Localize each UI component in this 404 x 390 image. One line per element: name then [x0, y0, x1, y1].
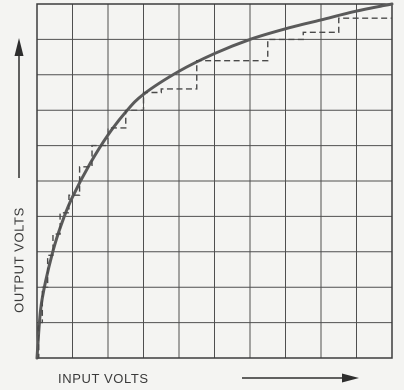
plot-frame: [36, 3, 393, 359]
series-stepped-dashed: [37, 17, 392, 359]
x-axis-label: INPUT VOLTS: [58, 371, 149, 386]
chart-grid: [37, 4, 392, 358]
y-axis-arrow-head: [14, 38, 24, 56]
axis-arrows: [14, 38, 359, 383]
chart-series: [35, 2, 394, 360]
x-axis-arrow-head: [342, 373, 359, 383]
y-axis-label: OUTPUT VOLTS: [11, 207, 27, 313]
